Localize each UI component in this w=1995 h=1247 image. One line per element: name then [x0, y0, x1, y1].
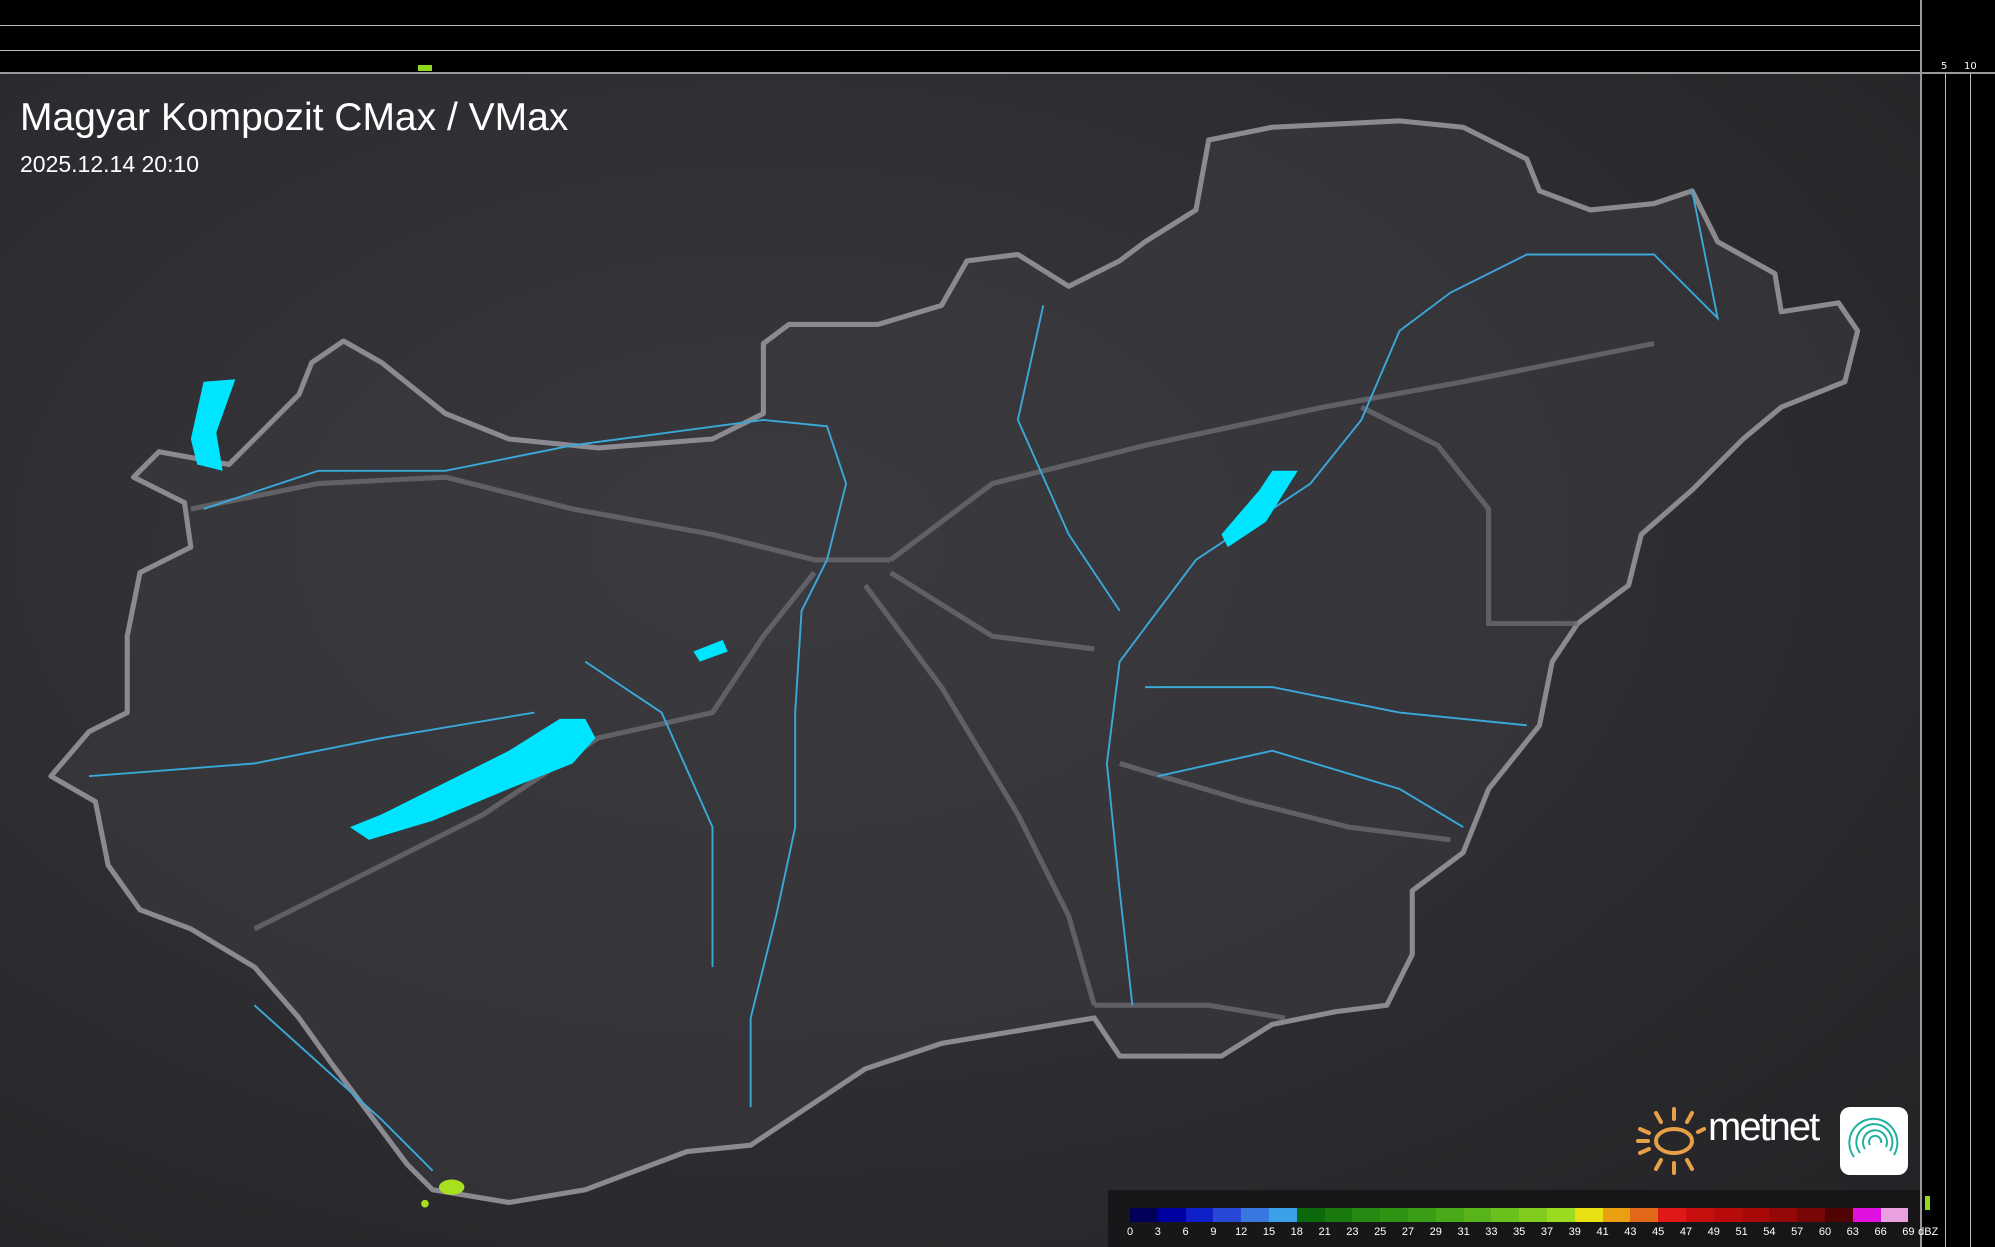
legend-label: 23	[1346, 1226, 1359, 1238]
legend-swatch	[1741, 1208, 1770, 1222]
legend-swatch	[1157, 1208, 1186, 1222]
legend-swatch	[1491, 1208, 1520, 1222]
legend-swatch	[1824, 1208, 1853, 1222]
legend-swatch	[1546, 1208, 1575, 1222]
lake-balaton	[349, 718, 596, 840]
legend-swatch	[1324, 1208, 1353, 1222]
legend-label: 51	[1735, 1226, 1748, 1238]
precipitation-echo	[421, 1199, 429, 1208]
lake-tisza	[1221, 470, 1298, 548]
gridline	[0, 25, 1920, 26]
top-profile-panel	[0, 0, 1920, 74]
legend-swatch	[1241, 1208, 1269, 1222]
tick-label: 5	[1941, 61, 1948, 72]
legend-label: 6	[1182, 1226, 1189, 1238]
legend-label: 25	[1374, 1226, 1387, 1238]
legend-swatch	[1658, 1208, 1686, 1222]
legend-label: 27	[1401, 1226, 1415, 1238]
gridline	[1945, 73, 1946, 1247]
legend-label: 49	[1707, 1226, 1720, 1238]
legend-swatch	[1268, 1208, 1297, 1222]
legend-swatch	[1880, 1208, 1909, 1222]
legend-label: 33	[1485, 1226, 1498, 1238]
lakes	[190, 379, 1298, 840]
lake-neusiedl	[190, 379, 236, 471]
legend-swatch	[1296, 1208, 1325, 1222]
legend-label: 43	[1624, 1226, 1637, 1238]
legend-swatch	[1602, 1208, 1631, 1222]
right-profile-panel	[1920, 0, 1995, 1247]
app-icon	[1840, 1107, 1908, 1175]
legend-swatch	[1185, 1208, 1214, 1222]
swirl-icon	[1848, 1117, 1899, 1158]
legend-swatch	[1797, 1208, 1825, 1222]
legend-label: 29	[1429, 1226, 1442, 1238]
legend-label: 66	[1874, 1226, 1887, 1238]
legend-label: 41	[1596, 1226, 1609, 1238]
legend-label: 18	[1290, 1226, 1303, 1238]
legend-unit: dBZ	[1918, 1226, 1939, 1238]
legend-label: 21	[1318, 1226, 1331, 1238]
profile-echo	[418, 65, 432, 71]
legend-swatch	[1130, 1208, 1158, 1222]
hungary-border	[48, 118, 1861, 1206]
color-legend: 0 3 6 9 12 15 18 21 23 25 27 29 31 33 35 37 39 41 43 45 47 49…	[1108, 1190, 1938, 1247]
legend-label: 54	[1763, 1226, 1776, 1238]
legend-swatch	[1685, 1208, 1714, 1222]
legend-swatch	[1213, 1208, 1242, 1222]
legend-label: 45	[1652, 1226, 1665, 1238]
gridline	[0, 50, 1920, 51]
legend-label: 39	[1568, 1226, 1581, 1238]
map-title: Magyar Kompozit CMax / VMax	[20, 96, 569, 139]
legend-color-bar	[1130, 1208, 1909, 1222]
gridline	[1970, 73, 1971, 1247]
legend-swatch	[1852, 1208, 1881, 1222]
legend-label: 9	[1210, 1226, 1217, 1238]
legend-swatch	[1435, 1208, 1464, 1222]
precipitation-echo	[438, 1179, 465, 1195]
legend-label: 63	[1846, 1226, 1859, 1238]
legend-swatch	[1630, 1208, 1659, 1222]
legend-label: 37	[1540, 1226, 1554, 1238]
legend-swatch	[1769, 1208, 1798, 1222]
brand-name: metnet	[1708, 1105, 1820, 1149]
legend-swatch	[1463, 1208, 1492, 1222]
sun-icon	[1636, 1107, 1706, 1175]
legend-labels: 0 3 6 9 12 15 18 21 23 25 27 29 31 33 35 37 39 41 43 45 47 49…	[1126, 1226, 1938, 1240]
divider	[1922, 72, 1995, 74]
legend-swatch	[1519, 1208, 1547, 1222]
legend-label: 31	[1457, 1226, 1470, 1238]
legend-label: 3	[1154, 1226, 1161, 1238]
tick-label: 10	[1964, 61, 1977, 72]
legend-label: 57	[1791, 1226, 1804, 1238]
legend-swatch	[1380, 1208, 1408, 1222]
legend-label: 12	[1235, 1226, 1248, 1238]
legend-label: 69	[1902, 1226, 1915, 1238]
legend-swatch	[1352, 1208, 1381, 1222]
legend-swatch	[1713, 1208, 1742, 1222]
legend-label: 47	[1679, 1226, 1693, 1238]
legend-swatch	[1407, 1208, 1436, 1222]
legend-label: 0	[1126, 1226, 1134, 1238]
metnet-logo: metnet	[1636, 1105, 1820, 1182]
legend-label: 60	[1818, 1226, 1832, 1238]
legend-swatch	[1574, 1208, 1603, 1222]
profile-echo	[1925, 1196, 1930, 1210]
map-timestamp: 2025.12.14 20:10	[20, 151, 200, 177]
legend-label: 15	[1262, 1226, 1276, 1238]
rivers	[88, 190, 1720, 1172]
lake-velence	[693, 640, 728, 662]
legend-label: 35	[1513, 1226, 1526, 1238]
